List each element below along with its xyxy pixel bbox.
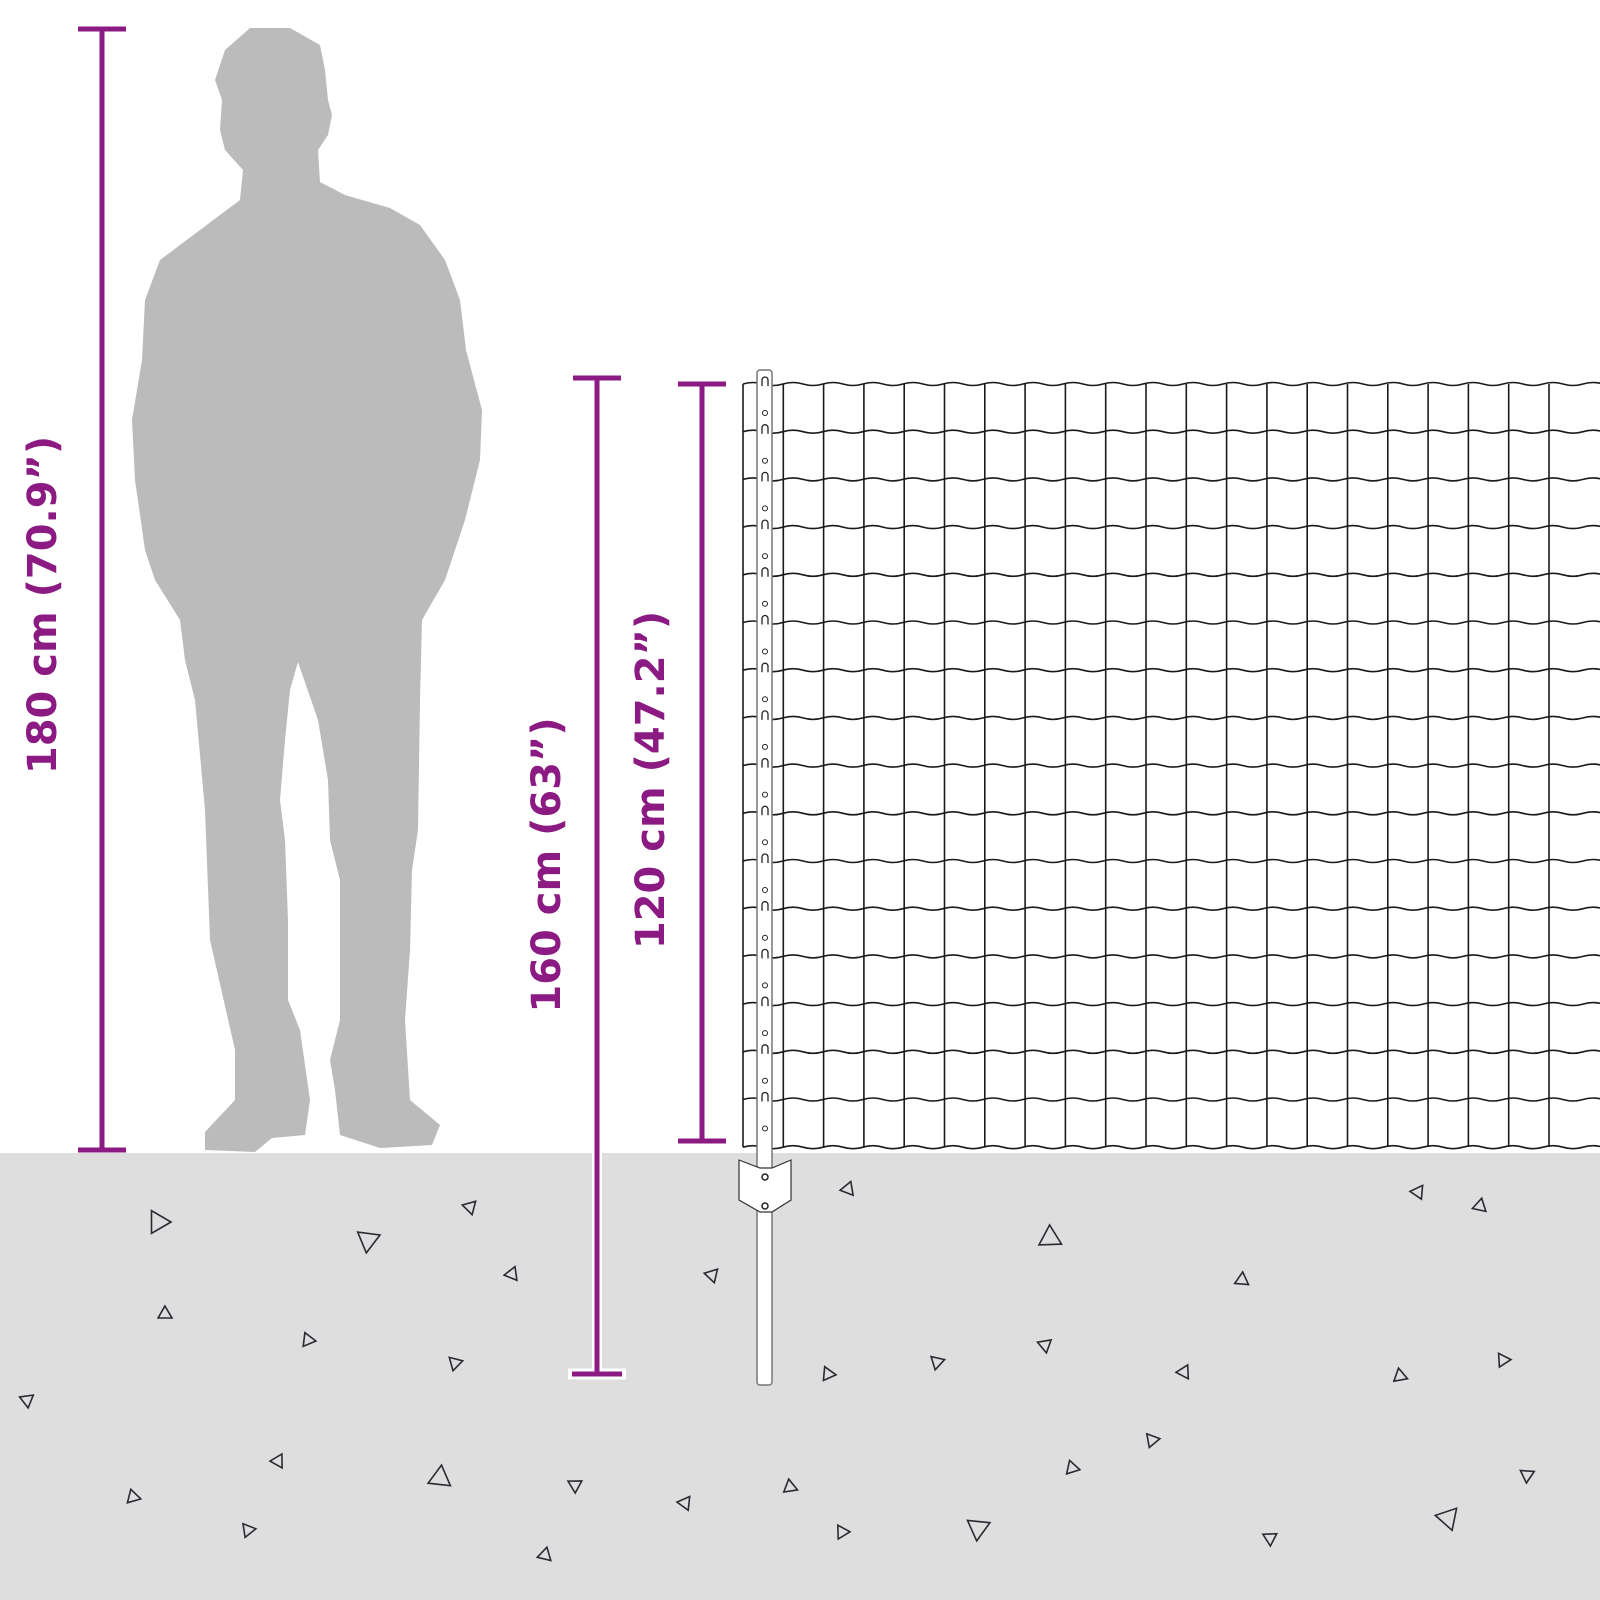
post-hole [762, 457, 768, 464]
pebble-triangle [356, 1231, 382, 1255]
pebble-triangle [460, 1200, 477, 1217]
pebble-triangle [1408, 1184, 1424, 1201]
dimension-person-height [78, 26, 126, 1153]
mesh-horizontal-wire [742, 715, 1600, 721]
pebble-triangle [18, 1394, 35, 1410]
dimension-post-length [568, 375, 626, 1380]
post-clip [761, 901, 769, 911]
post-hole [762, 1077, 768, 1084]
post-clip [761, 424, 769, 434]
pebble-triangle [268, 1452, 283, 1470]
pebble-triangle [836, 1523, 852, 1541]
mesh-horizontal-wire [742, 667, 1600, 673]
pebble-triangle [966, 1519, 992, 1543]
post-clip [761, 1091, 769, 1102]
mesh-horizontal-wire [742, 1097, 1600, 1102]
pebble-triangle [822, 1365, 838, 1382]
post-hole [762, 839, 768, 846]
pebble-triangle [566, 1480, 584, 1495]
fence-post [738, 369, 792, 1386]
pebble-triangle [1035, 1338, 1053, 1355]
pebble-triangle [838, 1180, 855, 1197]
mesh-horizontal-wire [742, 906, 1600, 911]
fence-height-label: 120 cm (47.2”) [628, 611, 674, 949]
ground-pebbles [18, 1180, 1536, 1562]
pebble-triangle [1470, 1196, 1488, 1213]
mesh-horizontal-wire [742, 1144, 1600, 1150]
pebble-triangle [1392, 1366, 1410, 1383]
post-clip [761, 996, 769, 1007]
pebble-triangle [1065, 1458, 1082, 1476]
person-height-label: 180 cm (70.9”) [20, 436, 66, 774]
post-hole [762, 1030, 768, 1037]
post-clip [761, 948, 769, 959]
pebble-triangle [1261, 1532, 1279, 1548]
pebble-triangle [1174, 1363, 1190, 1381]
ground [0, 1153, 1600, 1600]
pebble-triangle [1233, 1270, 1250, 1286]
post-anchor-plate [738, 1159, 792, 1213]
mesh-horizontal-wire [742, 572, 1600, 578]
post-hole [762, 743, 768, 750]
post-hole [762, 982, 768, 989]
mesh-horizontal-wire [742, 381, 1600, 387]
pebble-triangle [702, 1268, 719, 1285]
mesh-horizontal-wire [742, 477, 1600, 482]
pebble-triangle [1037, 1223, 1063, 1246]
post-clip [761, 758, 769, 768]
pebble-triangle [302, 1331, 318, 1348]
pebble-triangle [502, 1265, 518, 1282]
pebble-triangle [426, 1463, 452, 1487]
post-hole [762, 410, 768, 416]
pebble-triangle [126, 1487, 143, 1504]
post-hole [762, 696, 768, 703]
pebble-triangle [782, 1477, 800, 1493]
post-length-label: 160 cm (63”) [524, 717, 570, 1012]
mesh-horizontal-wire [742, 1049, 1600, 1055]
person-silhouette [132, 28, 482, 1152]
mesh-horizontal-wire [742, 620, 1600, 625]
mesh-horizontal-wire [742, 524, 1600, 530]
post-hole [762, 887, 768, 893]
post-clip [761, 853, 769, 863]
mesh-horizontal-wire [742, 858, 1600, 864]
post-hole [762, 600, 768, 607]
post-clip [761, 376, 769, 386]
pebble-triangle [150, 1209, 173, 1235]
post-clip [761, 567, 769, 577]
pebble-triangle [1145, 1432, 1162, 1449]
mesh-horizontal-wire [742, 429, 1600, 434]
mesh-horizontal-wire [742, 811, 1600, 816]
post-hole [762, 553, 768, 560]
mesh-horizontal-wire [742, 763, 1600, 768]
pebble-triangle [1519, 1469, 1536, 1485]
pebble-triangle [1497, 1351, 1513, 1369]
dimension-fence-height [678, 381, 726, 1144]
pebble-triangle [241, 1522, 258, 1539]
post-hole [762, 1125, 768, 1132]
pebble-triangle [1433, 1507, 1458, 1532]
wire-mesh-fence [742, 381, 1600, 1150]
post-clip [761, 471, 769, 482]
post-hole [762, 791, 768, 798]
pebble-triangle [535, 1545, 552, 1562]
post-hole [762, 505, 768, 512]
post-clip [761, 805, 769, 816]
post-clip [761, 1044, 769, 1054]
post-hole [762, 934, 768, 941]
post-hole [762, 648, 768, 655]
post-clip [761, 519, 769, 530]
mesh-horizontal-wire [742, 954, 1600, 959]
post-clip [761, 710, 769, 720]
post-clip [761, 614, 769, 625]
pebble-triangle [448, 1356, 465, 1373]
mesh-horizontal-wire [742, 1001, 1600, 1007]
post-clip [761, 662, 769, 673]
pebble-triangle [929, 1355, 947, 1372]
pebble-triangle [675, 1495, 691, 1512]
pebble-triangle [156, 1304, 174, 1319]
